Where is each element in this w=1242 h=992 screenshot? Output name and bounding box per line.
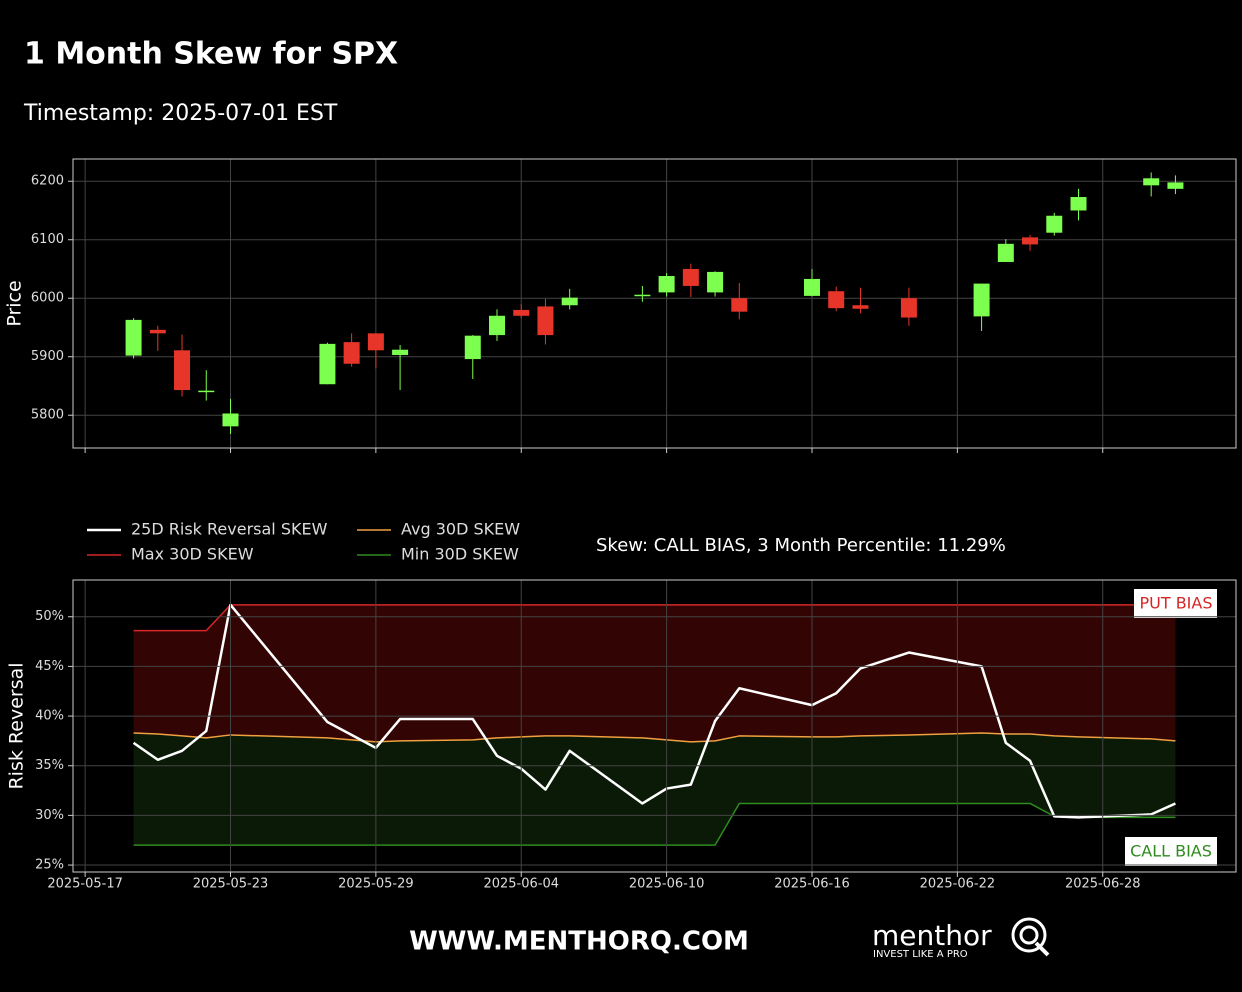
put-bias-label: PUT BIAS [1139, 594, 1212, 613]
candle-body [658, 276, 675, 293]
label-box [1125, 837, 1217, 866]
legend-label: 25D Risk Reversal SKEW [131, 520, 328, 539]
candle-body [513, 309, 530, 316]
x-tick-label: 2025-06-10 [629, 877, 705, 892]
candle-body [1143, 178, 1160, 186]
legend-label: Max 30D SKEW [131, 545, 254, 564]
candle-body [1022, 237, 1039, 245]
candle-body [561, 297, 578, 306]
candle-body [489, 315, 506, 336]
x-tick-label: 2025-06-28 [1065, 877, 1141, 892]
y-tick-label: 35% [35, 758, 64, 773]
x-tick-label: 2025-05-17 [47, 877, 123, 892]
y-tick-label: 5900 [31, 349, 64, 364]
band-fill [133, 604, 1176, 742]
y-tick-label: 30% [35, 808, 64, 823]
candle-body [852, 305, 869, 309]
candle-body [392, 349, 409, 355]
annotation: Skew: CALL BIAS, 3 Month Percentile: 11.… [596, 535, 1006, 556]
call-bias-box: CALL BIAS [1125, 837, 1217, 866]
call-bias-label: CALL BIAS [1130, 842, 1212, 861]
candle-body [682, 268, 699, 286]
candle-body [125, 319, 142, 356]
candle-body [198, 390, 215, 393]
y-tick-label: 6100 [31, 232, 64, 247]
candle-body [319, 343, 336, 385]
footer-url: WWW.MENTHORQ.COM [409, 927, 749, 957]
y-tick-label: 50% [35, 609, 64, 624]
x-tick-label: 2025-05-23 [193, 877, 269, 892]
legend-label: Avg 30D SKEW [401, 520, 520, 539]
candle-body [343, 342, 360, 364]
subtitle: Timestamp: 2025-07-01 EST [23, 101, 338, 126]
y-tick-label: 45% [35, 659, 64, 674]
brand-logo [1011, 917, 1047, 953]
legend-label: Min 30D SKEW [401, 545, 519, 564]
y-tick-label: 5800 [31, 408, 64, 423]
y-tick-label: 6200 [31, 174, 64, 189]
candle-body [707, 271, 724, 293]
y-tick-label: 25% [35, 858, 64, 873]
candle-body [464, 335, 481, 360]
plot-frame [72, 158, 1237, 449]
candle-body [900, 298, 917, 318]
candle-body [367, 333, 384, 351]
candle-body [731, 298, 748, 312]
x-tick-label: 2025-05-29 [338, 877, 414, 892]
x-tick-label: 2025-06-04 [483, 877, 559, 892]
candle-body [997, 243, 1014, 262]
candle-body [634, 294, 651, 297]
y-axis-label: Risk Reversal [6, 662, 28, 789]
label-box [1134, 589, 1217, 618]
candle-body [222, 413, 239, 427]
plot-frame [72, 579, 1237, 873]
y-axis-label: Price [4, 280, 26, 326]
candle-body [149, 329, 166, 334]
x-tick-label: 2025-06-22 [920, 877, 996, 892]
brand: menthor [872, 919, 992, 952]
candle-body [1046, 215, 1063, 233]
candle-body [803, 278, 820, 296]
candle-body [1070, 197, 1087, 211]
y-tick-label: 40% [35, 709, 64, 724]
candle-body [828, 291, 845, 309]
brand-logo [1019, 925, 1039, 945]
y-tick-label: 6000 [31, 291, 64, 306]
title: 1 Month Skew for SPX [24, 37, 398, 72]
brand-logo [1034, 941, 1050, 957]
band-fill [133, 732, 1176, 846]
candle-body [537, 306, 554, 336]
put-bias-box: PUT BIAS [1134, 589, 1217, 618]
candle-body [1167, 182, 1184, 189]
candle-body [973, 283, 990, 317]
candle-body [174, 350, 191, 391]
tagline: INVEST LIKE A PRO [873, 949, 968, 960]
x-tick-label: 2025-06-16 [774, 877, 850, 892]
